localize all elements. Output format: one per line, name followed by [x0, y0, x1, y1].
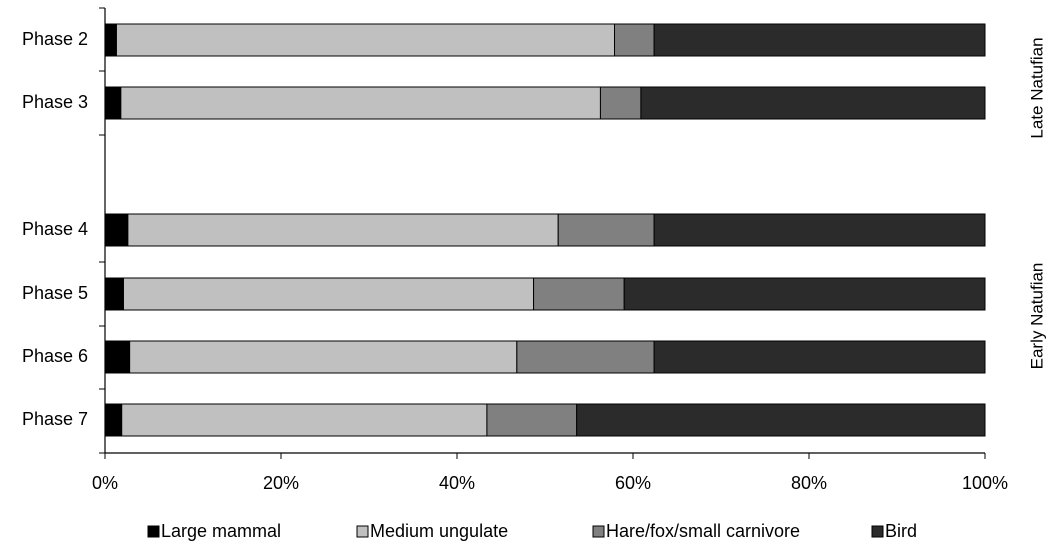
- bars-layer: [104, 23, 986, 437]
- group-label-late-natufian: Late Natufian: [1027, 37, 1046, 138]
- bar-phase-3-bird: [640, 86, 986, 120]
- bar-phase-7-medium-ungulate: [121, 403, 488, 437]
- bar-phase-5-large-mammal: [104, 277, 124, 311]
- x-tick-label: 80%: [791, 473, 827, 493]
- bar-phase-2-hare-fox-small-carnivore: [614, 23, 655, 57]
- legend-item-hare-fox-small-carnivore: Hare/fox/small carnivore: [592, 521, 800, 541]
- bar-phase-4-medium-ungulate: [127, 213, 559, 247]
- legend-label-medium-ungulate: Medium ungulate: [370, 521, 508, 541]
- bar-phase-6-hare-fox-small-carnivore: [516, 340, 655, 374]
- bar-phase-4-large-mammal: [104, 213, 129, 247]
- category-label-phase-7: Phase 7: [22, 409, 88, 429]
- x-tick-label: 20%: [263, 473, 299, 493]
- legend-label-bird: Bird: [885, 521, 917, 541]
- bar-phase-3-medium-ungulate: [120, 86, 601, 120]
- axes-layer: [99, 7, 986, 459]
- x-tick-label: 0%: [92, 473, 118, 493]
- legend-label-hare-fox-small-carnivore: Hare/fox/small carnivore: [606, 521, 800, 541]
- legend-item-bird: Bird: [871, 521, 917, 541]
- bar-phase-6-medium-ungulate: [129, 340, 518, 374]
- legend-swatch-medium-ungulate: [356, 525, 369, 538]
- bar-phase-7-large-mammal: [104, 403, 123, 437]
- bar-phase-6-bird: [653, 340, 986, 374]
- bar-phase-2-bird: [653, 23, 986, 57]
- category-label-phase-6: Phase 6: [22, 346, 88, 366]
- labels-layer: Phase 2 Phase 3 Phase 4 Phase 5 Phase 6 Phase…: [22, 29, 1047, 493]
- legend-label-large-mammal: Large mammal: [161, 521, 281, 541]
- category-label-phase-5: Phase 5: [22, 283, 88, 303]
- legend-swatch-large-mammal: [147, 525, 160, 538]
- bar-phase-3-large-mammal: [104, 86, 122, 120]
- x-tick-label: 100%: [962, 473, 1008, 493]
- category-label-phase-2: Phase 2: [22, 29, 88, 49]
- bar-phase-4-bird: [653, 213, 986, 247]
- legend-item-large-mammal: Large mammal: [147, 521, 281, 541]
- group-label-early-natufian: Early Natufian: [1027, 263, 1046, 370]
- bar-phase-5-hare-fox-small-carnivore: [533, 277, 625, 311]
- legend-item-medium-ungulate: Medium ungulate: [356, 521, 508, 541]
- legend: Large mammal Medium ungulate Hare/fox/smal…: [147, 521, 917, 541]
- legend-swatch-hare-fox-small-carnivore: [592, 525, 605, 538]
- bar-phase-3-hare-fox-small-carnivore: [599, 86, 642, 120]
- category-label-phase-3: Phase 3: [22, 92, 88, 112]
- bar-phase-6-large-mammal: [104, 340, 131, 374]
- bar-phase-4-hare-fox-small-carnivore: [557, 213, 655, 247]
- bar-phase-7-bird: [576, 403, 986, 437]
- bar-phase-5-medium-ungulate: [122, 277, 535, 311]
- bar-phase-7-hare-fox-small-carnivore: [486, 403, 578, 437]
- legend-swatch-bird: [871, 525, 884, 538]
- category-label-phase-4: Phase 4: [22, 219, 88, 239]
- bar-phase-2-large-mammal: [104, 23, 117, 57]
- x-tick-label: 60%: [615, 473, 651, 493]
- x-tick-label: 40%: [439, 473, 475, 493]
- bar-phase-5-bird: [623, 277, 986, 311]
- bar-phase-2-medium-ungulate: [115, 23, 616, 57]
